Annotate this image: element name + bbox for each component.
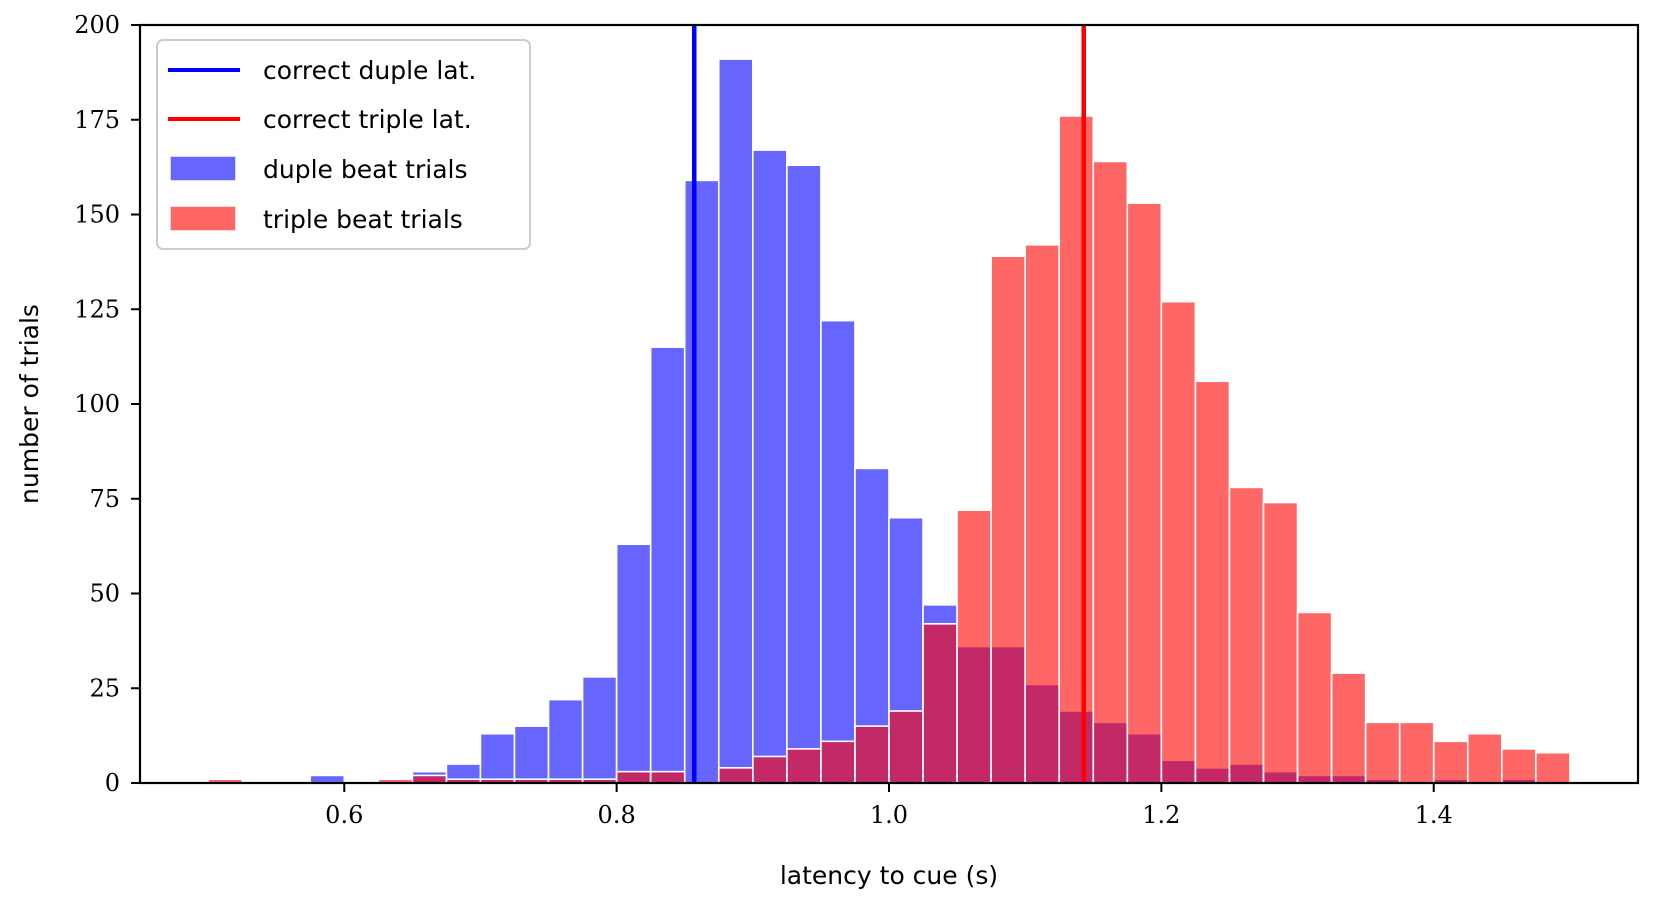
triple-bar xyxy=(1398,721,1435,784)
x-axis-ticks: 0.6 0.8 1.0 1.2 1.4 xyxy=(325,783,1453,829)
triple-bar xyxy=(1466,732,1503,784)
triple-bar xyxy=(786,748,822,784)
legend-label-duple-bars: duple beat trials xyxy=(263,155,468,184)
triple-bar xyxy=(1432,740,1469,784)
duple-bar xyxy=(683,179,720,784)
triple-bar xyxy=(1501,748,1537,784)
triple-bar xyxy=(1296,611,1333,784)
triple-bar xyxy=(1535,751,1571,784)
x-tick-label: 1.4 xyxy=(1415,801,1453,829)
triple-bar xyxy=(1194,380,1231,784)
legend: correct duple lat. correct triple lat. d… xyxy=(156,39,531,250)
y-tick-label: 100 xyxy=(74,390,120,418)
y-tick-label: 25 xyxy=(89,674,120,702)
triple-bar xyxy=(649,770,686,784)
legend-label-triple-line: correct triple lat. xyxy=(263,105,472,134)
x-tick-label: 0.6 xyxy=(325,801,363,829)
triple-bar xyxy=(990,255,1026,784)
y-tick-label: 175 xyxy=(74,106,120,134)
triple-bar xyxy=(752,755,788,784)
triple-bar xyxy=(1330,672,1367,784)
y-tick-label: 200 xyxy=(74,11,120,39)
triple-bars-group xyxy=(207,115,1571,784)
y-tick-label: 75 xyxy=(89,485,120,513)
y-tick-label: 50 xyxy=(89,580,120,608)
duple-bar xyxy=(820,319,856,784)
triple-bar xyxy=(820,740,856,784)
y-axis-label: number of trials xyxy=(15,304,44,504)
duple-bar xyxy=(615,543,652,784)
x-tick-label: 1.0 xyxy=(870,801,908,829)
duple-bar xyxy=(479,732,516,784)
triple-bar xyxy=(1262,501,1299,784)
triple-bar xyxy=(1364,721,1401,784)
duple-bar xyxy=(309,774,346,784)
triple-bar xyxy=(411,774,448,784)
x-tick-label: 1.2 xyxy=(1142,801,1180,829)
triple-bar xyxy=(1024,244,1061,784)
y-tick-label: 0 xyxy=(105,769,120,797)
triple-bar xyxy=(1126,202,1163,784)
legend-label-duple-line: correct duple lat. xyxy=(263,56,476,85)
duple-bar xyxy=(513,725,550,784)
triple-bar xyxy=(1160,300,1197,784)
duple-bar xyxy=(717,58,754,784)
legend-box xyxy=(156,39,531,250)
triple-bar xyxy=(615,770,652,784)
triple-bar xyxy=(1228,486,1265,784)
legend-label-triple-bars: triple beat trials xyxy=(263,205,463,234)
legend-swatch-duple-bars xyxy=(169,155,237,182)
legend-swatch-triple-bars xyxy=(169,205,237,232)
x-axis-label: latency to cue (s) xyxy=(780,861,998,890)
y-axis-ticks: 0 25 50 75 100 125 150 175 200 xyxy=(74,11,140,797)
duple-bar xyxy=(547,698,584,784)
triple-bar xyxy=(1092,160,1129,784)
duple-bar xyxy=(581,676,618,784)
triple-bar xyxy=(922,623,958,784)
duple-bar xyxy=(752,149,788,784)
y-tick-label: 125 xyxy=(74,295,120,323)
reference-lines-group xyxy=(692,25,1086,783)
duple-bar xyxy=(649,346,686,784)
triple-bar xyxy=(717,767,754,784)
triple-bar xyxy=(888,710,924,784)
triple-bar xyxy=(956,509,992,784)
triple-bar xyxy=(854,725,890,784)
y-tick-label: 150 xyxy=(74,201,120,229)
duple-bar xyxy=(786,164,822,784)
x-tick-label: 0.8 xyxy=(598,801,636,829)
triple-bar xyxy=(1058,115,1095,784)
